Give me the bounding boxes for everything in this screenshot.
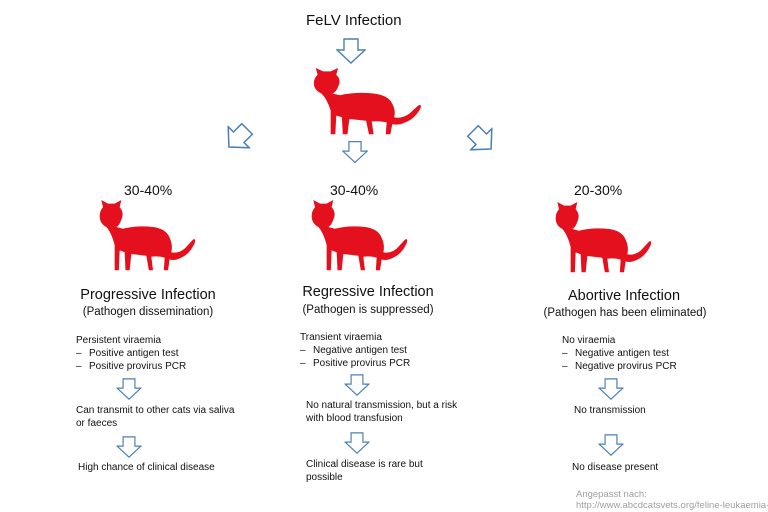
center-branch-arrow-icon [342,138,368,166]
top-down-arrow-icon [336,38,366,64]
viraemia-status: No viraemia [562,335,616,346]
viraemia-status: Transient viraemia [300,332,382,343]
transmission-note: No transmission [574,405,646,416]
outcome-note: No disease present [572,462,659,473]
branch-percentage: 30-40% [330,182,379,198]
branch-details: Transient viraemia – Negative antigen tes… [300,331,410,370]
diagram-title: FeLV Infection [306,12,402,29]
top-cat-icon [312,68,424,136]
branch-name: Abortive Infection [567,288,681,304]
test-item: – Negative antigen test [300,345,407,356]
viraemia-status: Persistent viraemia [76,335,162,346]
test-item: – Positive provirus PCR [300,358,411,369]
test-item: – Positive antigen test [76,348,179,359]
transmission-note: Can transmit to other cats via saliva or… [76,405,235,429]
branch-subtitle: (Pathogen is suppressed) [302,304,434,316]
branch-percentage: 30-40% [124,182,173,198]
branch-name: Regressive Infection [302,284,434,300]
down-arrow-icon [344,374,370,396]
down-arrow-icon [598,378,624,400]
branch-details: Persistent viraemia – Positive antigen te… [76,334,186,373]
right-branch-arrow-icon [466,126,498,154]
branch-details: No viraemia – Negative antigen test – Nega… [562,334,677,373]
transmission-note: No natural transmission, but a risk with… [306,400,458,424]
left-branch-arrow-icon [222,124,254,152]
abortive-cat-icon [554,202,654,274]
outcome-note: High chance of clinical disease [78,462,215,473]
source-credit: Angepasst nach: http://www.abcdcatsvets.… [576,489,768,511]
outcome-note: Clinical disease is rare but possible [306,459,423,483]
branch-percentage: 20-30% [574,182,623,198]
source-label: Angepasst nach: [576,489,647,500]
down-arrow-icon [116,378,142,400]
branch-name: Progressive Infection [80,287,216,303]
test-item: – Negative provirus PCR [562,361,677,372]
down-arrow-icon [344,432,370,454]
regressive-cat-icon [310,200,410,272]
down-arrow-icon [116,436,142,458]
source-url[interactable]: http://www.abcdcatsvets.org/feline-leuka… [576,500,768,511]
branch-subtitle: (Pathogen dissemination) [82,306,214,318]
down-arrow-icon [598,434,624,456]
progressive-cat-icon [98,200,198,272]
test-item: – Negative antigen test [562,348,669,359]
branch-subtitle: (Pathogen has been eliminated) [543,307,707,319]
test-item: – Positive provirus PCR [76,361,187,372]
